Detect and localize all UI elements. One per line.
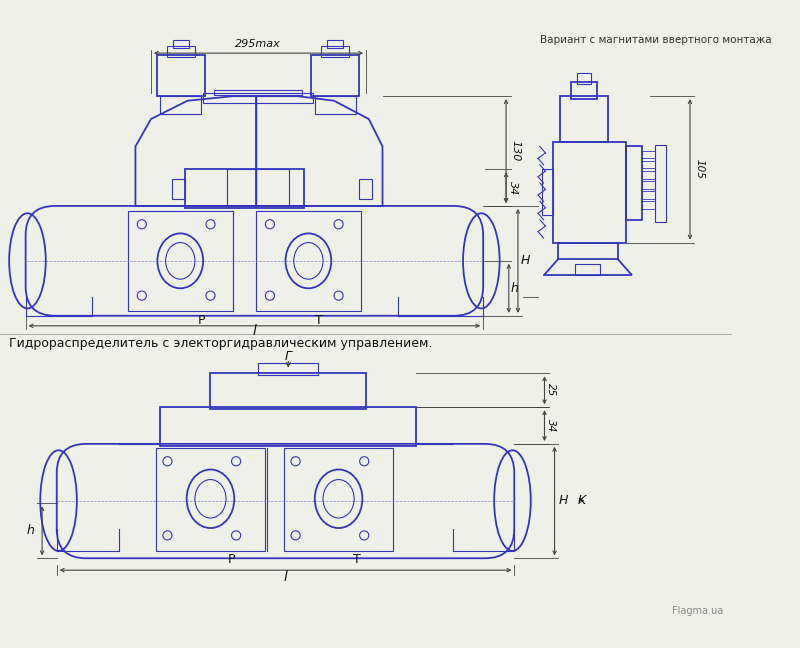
Bar (642, 191, 655, 199)
Bar (284, 448, 394, 551)
Bar (542, 169, 553, 215)
Text: Г: Г (285, 351, 292, 364)
Bar (227, 169, 289, 206)
Bar (311, 55, 358, 96)
Bar (577, 73, 591, 84)
Bar (173, 40, 190, 48)
Text: 34: 34 (508, 181, 518, 195)
Text: 105: 105 (694, 159, 704, 179)
Bar (560, 96, 608, 142)
Text: P: P (228, 553, 235, 566)
Bar (642, 161, 655, 168)
Text: h: h (26, 524, 34, 537)
Bar (571, 82, 597, 99)
Text: 295max: 295max (235, 39, 281, 49)
Bar (160, 408, 416, 446)
Text: Гидрораспределитель с электоргидравлическим управлением.: Гидрораспределитель с электоргидравличес… (9, 337, 433, 350)
Bar (172, 178, 185, 199)
Bar (321, 46, 349, 57)
Text: H: H (521, 255, 530, 268)
Bar (558, 242, 618, 259)
Bar (326, 40, 343, 48)
Text: K: K (578, 494, 586, 507)
Bar (185, 169, 304, 208)
Bar (155, 448, 266, 551)
Text: 130: 130 (510, 141, 520, 162)
Bar (167, 46, 195, 57)
Bar (574, 264, 600, 275)
Bar (258, 364, 318, 375)
Bar (655, 145, 666, 222)
Bar (642, 151, 655, 158)
Bar (314, 96, 356, 115)
Text: 25: 25 (546, 383, 556, 397)
Bar (256, 211, 362, 311)
Text: Flagma.ua: Flagma.ua (672, 607, 723, 616)
Bar (358, 178, 371, 199)
Bar (210, 373, 366, 409)
Text: 34: 34 (546, 419, 556, 432)
Text: h: h (510, 282, 518, 295)
Bar (626, 146, 642, 220)
Text: P: P (198, 314, 205, 327)
Bar (203, 93, 313, 102)
Bar (553, 142, 626, 242)
Text: H: H (559, 494, 568, 507)
Text: T: T (353, 553, 361, 566)
Bar (158, 55, 205, 96)
Bar (128, 211, 234, 311)
Bar (214, 89, 302, 95)
Bar (642, 181, 655, 189)
Text: Вариант с магнитами ввертного монтажа: Вариант с магнитами ввертного монтажа (540, 36, 771, 45)
Bar (642, 171, 655, 178)
Bar (160, 96, 202, 115)
Bar (642, 202, 655, 209)
Text: l: l (253, 324, 256, 338)
Text: l: l (283, 570, 287, 584)
Text: T: T (314, 314, 322, 327)
